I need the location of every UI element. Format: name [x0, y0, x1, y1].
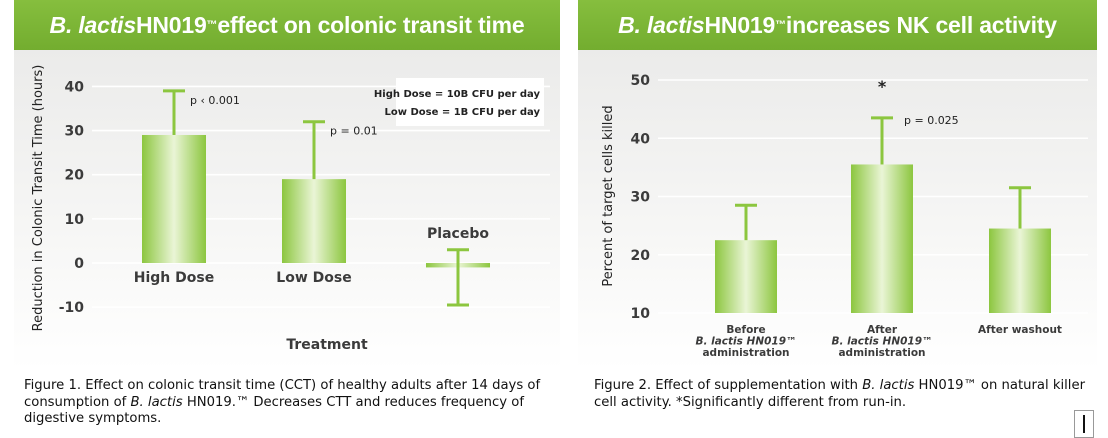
- trademark: ™: [775, 19, 786, 31]
- category-label: After: [867, 324, 898, 336]
- panel-colonic-transit: B. lactis HN019 ™ effect on colonic trans…: [14, 0, 560, 370]
- chart-title-bar: B. lactis HN019 ™ increases NK cell activ…: [578, 0, 1097, 50]
- title-end: effect on colonic transit time: [217, 11, 525, 38]
- y-tick-label: 30: [65, 124, 85, 140]
- bar: [715, 240, 777, 313]
- caption-italic: B. lactis: [130, 394, 183, 410]
- significance-marker: *: [878, 77, 887, 96]
- y-axis-label: Percent of target cells killed: [601, 105, 616, 286]
- p-value-label: p = 0.01: [330, 125, 378, 138]
- legend-box: [396, 78, 544, 126]
- caption-text: Figure 1. Effect on colonic transit time…: [24, 378, 541, 410]
- p-value-label: p = 0.025: [904, 114, 959, 127]
- category-label: B. lactis HN019™: [695, 336, 796, 348]
- title-italic: B. lactis: [618, 11, 705, 38]
- legend-text: Low Dose = 1B CFU per day: [384, 107, 540, 118]
- p-value-label: p ‹ 0.001: [190, 94, 240, 107]
- category-label: Placebo: [427, 226, 489, 242]
- y-tick-label: 40: [65, 79, 85, 95]
- y-tick-label: 20: [65, 168, 85, 184]
- chart-background: [578, 50, 1097, 370]
- category-label: administration: [702, 347, 789, 359]
- caption-italic: B. lactis: [862, 378, 915, 393]
- category-label: High Dose: [134, 270, 214, 286]
- y-tick-label: 0: [74, 256, 84, 272]
- text-cursor-icon: [1074, 410, 1094, 438]
- figure-2-caption: Figure 2. Effect of supplementation with…: [594, 378, 1094, 411]
- y-tick-label: 50: [631, 73, 651, 89]
- y-tick-label: -10: [59, 300, 85, 316]
- title-end: increases NK cell activity: [785, 11, 1057, 38]
- panel-nk-activity: B. lactis HN019 ™ increases NK cell activ…: [578, 0, 1097, 370]
- caption-text: Figure 2. Effect of supplementation with: [594, 378, 863, 393]
- y-tick-label: 10: [65, 212, 85, 228]
- x-axis-label: Treatment: [286, 337, 368, 353]
- bar: [989, 228, 1051, 313]
- y-tick-label: 40: [631, 131, 651, 147]
- y-tick-label: 20: [631, 248, 651, 264]
- title-part: HN019: [135, 11, 207, 38]
- y-axis-label: Reduction in Colonic Transit Time (hours…: [31, 65, 46, 332]
- bar: [851, 164, 913, 313]
- y-tick-label: 30: [631, 190, 651, 206]
- trademark: ™: [206, 19, 218, 31]
- bar: [282, 179, 346, 264]
- bar: [142, 134, 206, 264]
- title-part: HN019: [704, 11, 776, 38]
- chart-colonic-transit: 40 30 20 10 0 -10 Reduction in Colonic Transit…: [31, 65, 550, 353]
- category-label: administration: [838, 347, 925, 359]
- category-label: B. lactis HN019™: [831, 336, 932, 348]
- y-tick-label: 10: [631, 306, 651, 322]
- caption-text: HN019™ on natural killer cell activity. …: [594, 378, 1085, 410]
- caption-text: HN019.™ Decreases CTT and reduces freque…: [24, 394, 524, 427]
- category-label: After washout: [978, 324, 1062, 336]
- chart-nk-activity: 50 40 30 20 10 Percent of target cells killed…: [601, 73, 1088, 359]
- legend-text: High Dose = 10B CFU per day: [374, 89, 541, 100]
- category-label: Low Dose: [276, 270, 351, 286]
- category-label: Before: [726, 324, 765, 336]
- chart-title-bar: B. lactis HN019 ™ effect on colonic trans…: [14, 0, 560, 50]
- figure-1-caption: Figure 1. Effect on colonic transit time…: [24, 378, 544, 428]
- title-italic: B. lactis: [49, 11, 137, 38]
